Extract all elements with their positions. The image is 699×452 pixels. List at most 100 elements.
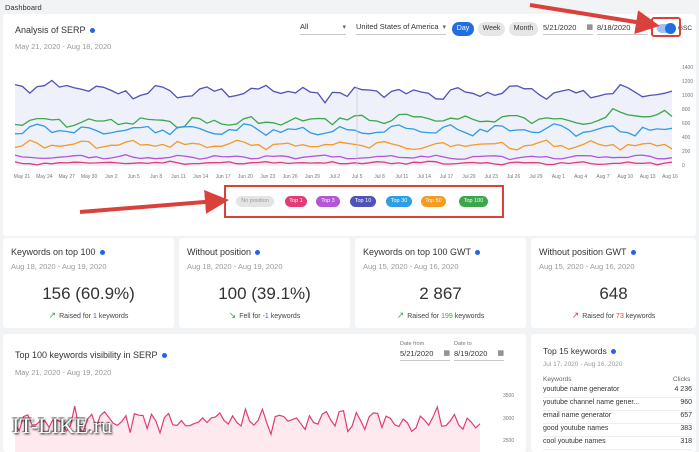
stat-note-suffix: keywords <box>452 313 485 320</box>
serp-y-tick: 0 <box>682 163 685 169</box>
trend-arrow-icon: ↗ <box>571 310 580 320</box>
keyword-clicks: 318 <box>680 438 692 445</box>
serp-title: Analysis of SERP <box>15 25 95 35</box>
legend-tag-top-3[interactable]: Top 3 <box>316 196 340 207</box>
serp-x-tick: Jun 29 <box>304 174 320 180</box>
serp-y-tick: 1400 <box>682 65 694 71</box>
country-select[interactable]: United States of America ▾ <box>356 22 446 35</box>
visibility-y-tick: 2500 <box>503 438 515 444</box>
stat-note-number: -1 <box>262 313 269 320</box>
serp-x-tick: Jun 20 <box>237 174 253 180</box>
top15-list: youtube name generator 4 236 youtube chann… <box>543 386 692 450</box>
info-dot-icon <box>630 250 636 256</box>
keyword-row[interactable]: email name generator 657 <box>543 412 692 424</box>
stat-card: Without position GWT Aug 15, 2020 - Aug 1… <box>531 238 696 328</box>
serp-series-line <box>14 154 673 161</box>
serp-date-from-value: 5/21/2020 <box>543 23 577 32</box>
stat-title: Without position GWT <box>539 247 636 257</box>
keyword-clicks: 4 236 <box>674 386 692 393</box>
serp-date-from-field[interactable]: 5/21/2020 ▦ <box>543 23 593 35</box>
stat-value: 156 (60.9%) <box>42 284 135 303</box>
serp-y-tick: 1000 <box>682 93 694 99</box>
stat-note-prefix: Fell for <box>239 313 263 320</box>
info-dot-icon <box>610 349 616 355</box>
legend-tag-no-position[interactable]: No position <box>236 196 274 207</box>
stat-note-suffix: keywords <box>268 313 301 320</box>
legend-tag-top-1[interactable]: Top 1 <box>285 196 307 207</box>
stat-note-prefix: Raised for <box>59 313 93 320</box>
keyword-text: cool youtube names <box>543 438 606 445</box>
serp-x-tick: May 21 <box>13 174 31 180</box>
period-week-button[interactable]: Week <box>478 22 505 36</box>
legend-tag-top-50[interactable]: Top 50 <box>421 196 446 207</box>
stat-note-suffix: keywords <box>623 313 656 320</box>
visibility-date-to-field[interactable]: 8/19/2020 ▦ <box>454 349 504 361</box>
serp-x-tick: Jun 8 <box>149 174 163 180</box>
serp-x-tick: Jul 11 <box>395 174 409 180</box>
serp-x-tick: Aug 10 <box>617 174 634 180</box>
serp-x-tick: Aug 13 <box>639 174 656 180</box>
stat-note: ↗ Raised for 1 keywords <box>3 310 174 321</box>
stat-note-number: 199 <box>441 313 453 320</box>
country-value: United States of America <box>356 22 439 31</box>
period-month-button[interactable]: Month <box>509 22 538 36</box>
serp-x-tick: Jun 26 <box>282 174 298 180</box>
serp-x-tick: Aug 1 <box>551 174 565 180</box>
serp-x-tick: May 30 <box>80 174 98 180</box>
stat-note-number: 73 <box>616 313 624 320</box>
stat-note-suffix: keywords <box>96 313 129 320</box>
top15-col-keywords: Keywords <box>543 376 572 383</box>
serp-x-tick: Jul 20 <box>462 174 476 180</box>
serp-area-fill <box>15 80 672 166</box>
serp-x-tick: May 27 <box>58 174 75 180</box>
stat-note-prefix: Raised for <box>582 313 617 320</box>
serp-series-line <box>14 123 673 137</box>
calendar-icon: ▦ <box>586 24 593 31</box>
keyword-text: youtube name generator <box>543 386 620 393</box>
page-title: Dashboard <box>5 3 42 12</box>
keyword-row[interactable]: youtube name generator 4 236 <box>543 386 692 398</box>
watermark: IT-LIKE.ru <box>12 413 112 438</box>
serp-title-text: Analysis of SERP <box>15 25 86 35</box>
info-dot-icon <box>255 250 261 256</box>
keyword-row[interactable]: youtube channel name gener... 960 <box>543 399 692 411</box>
stat-note: ↗ Raised for 73 keywords <box>531 310 696 321</box>
stat-note: ↗ Raised for 199 keywords <box>355 310 526 321</box>
serp-x-tick: Jul 23 <box>484 174 498 180</box>
stat-title-text: Keywords on top 100 <box>11 247 96 257</box>
serp-x-tick: Jul 29 <box>529 174 543 180</box>
serp-date-to-value: 8/18/2020 <box>597 23 631 32</box>
visibility-date-from-field[interactable]: 5/21/2020 ▦ <box>400 349 450 361</box>
top15-title-text: Top 15 keywords <box>543 346 607 356</box>
serp-x-tick: Jun 5 <box>127 174 140 180</box>
stat-title: Keywords on top 100 <box>11 247 105 257</box>
stat-title-text: Without position GWT <box>539 247 627 257</box>
stat-date-range: Aug 15, 2020 - Aug 16, 2020 <box>363 262 459 271</box>
filter-all-select[interactable]: All ▾ <box>300 22 346 35</box>
gsc-label: GSC <box>678 25 693 32</box>
filter-all-value: All <box>300 22 309 31</box>
visibility-date-range: May 21, 2020 - Aug 19, 2020 <box>15 368 112 377</box>
keyword-row[interactable]: good youtube names 383 <box>543 425 692 437</box>
serp-date-range: May 21, 2020 - Aug 18, 2020 <box>15 42 112 51</box>
keyword-text: email name generator <box>543 412 612 419</box>
legend-tag-top-100[interactable]: Top 100 <box>459 196 488 207</box>
legend-tag-top-30[interactable]: Top 30 <box>386 196 412 207</box>
top15-col-clicks: Clicks <box>673 376 691 383</box>
visibility-area-fill <box>15 406 480 452</box>
chevron-down-icon: ▾ <box>442 24 446 31</box>
keyword-row[interactable]: cool youtube names 318 <box>543 438 692 450</box>
serp-x-tick: May 24 <box>36 174 53 180</box>
gsc-toggle[interactable] <box>657 23 676 34</box>
legend-tag-top-10[interactable]: Top 10 <box>350 196 376 207</box>
keyword-text: good youtube names <box>543 425 609 432</box>
serp-series-line <box>14 79 673 104</box>
keyword-text: youtube channel name gener... <box>543 399 640 406</box>
serp-series-line <box>14 139 673 151</box>
serp-x-tick: Aug 16 <box>662 174 678 180</box>
serp-x-tick: Jun 14 <box>193 174 209 180</box>
period-day-button[interactable]: Day <box>452 22 474 36</box>
top15-date-range: Jul 17, 2020 - Aug 16, 2020 <box>543 361 623 368</box>
